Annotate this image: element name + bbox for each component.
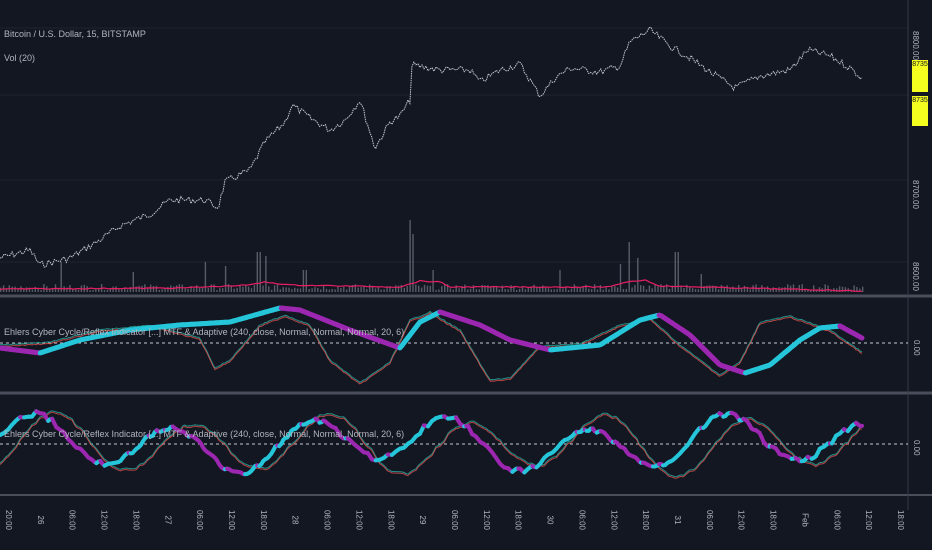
indicator-2-trigger-up xyxy=(0,410,863,478)
indicator-2-trigger-down xyxy=(0,411,863,479)
indicator-1-legend[interactable]: Ehlers Cyber Cycle/Reflex Indicator [...… xyxy=(4,327,405,337)
time-axis-label: 12:00 xyxy=(609,510,618,531)
volume-ma-line xyxy=(0,279,862,292)
price-axis-label-8700: 8700.00 xyxy=(911,180,920,209)
indicator-2-reflex-line xyxy=(0,409,864,477)
time-axis-label: 18:00 xyxy=(259,510,268,531)
time-axis-label: 18:00 xyxy=(514,510,523,531)
time-axis-label: 12:00 xyxy=(737,510,746,531)
price-axis-label-8800: 8800.00 xyxy=(911,31,920,60)
indicator-1-trigger-up xyxy=(0,310,863,384)
time-axis-label: 18:00 xyxy=(131,510,140,531)
last-price-tag: 8735 xyxy=(912,60,928,92)
grid-lines xyxy=(0,27,908,263)
time-axis-label: 18:00 xyxy=(769,510,778,531)
time-axis-label: 12:00 xyxy=(354,510,363,531)
last-price-tag-secondary: 8735 xyxy=(912,96,928,126)
symbol-title[interactable]: Bitcoin / U.S. Dollar, 15, BITSTAMP xyxy=(4,29,146,39)
time-axis-label: 06:00 xyxy=(323,510,332,531)
time-axis-label: 28 xyxy=(291,516,300,525)
time-axis-label: 12:00 xyxy=(864,510,873,531)
indicator-1-zero-label: 0.00 xyxy=(912,340,921,356)
time-axis-label: 12:00 xyxy=(227,510,236,531)
indicator-1-trigger-down xyxy=(0,312,863,385)
volume-legend[interactable]: Vol (20) xyxy=(4,53,36,63)
price-series xyxy=(0,26,863,268)
time-axis-label: Feb xyxy=(800,513,809,527)
time-axis-label: 06:00 xyxy=(195,510,204,531)
time-axis-label: 18:00 xyxy=(641,510,650,531)
time-axis-label: 06:00 xyxy=(68,510,77,531)
indicator-2-legend[interactable]: Ehlers Cyber Cycle/Reflex Indicator [...… xyxy=(4,429,405,439)
time-axis-label: 06:00 xyxy=(577,510,586,531)
time-axis-label: 18:00 xyxy=(896,510,905,531)
time-axis-label: 27 xyxy=(163,516,172,525)
time-axis-label: 18:00 xyxy=(386,510,395,531)
price-axis-label-8600: 8600.00 xyxy=(911,262,920,291)
time-axis-label: 12:00 xyxy=(100,510,109,531)
time-axis-label: 26 xyxy=(36,516,45,525)
indicator-2-zero-label: 0.00 xyxy=(912,440,921,456)
indicator-1-cycle-line xyxy=(0,305,865,376)
time-axis-label: 30 xyxy=(546,516,555,525)
time-axis-label: 29 xyxy=(418,516,427,525)
time-axis-label: 06:00 xyxy=(705,510,714,531)
time-axis[interactable]: 20:00 26 06:00 12:00 18:00 27 06:00 12:00 18:00 2… xyxy=(4,510,905,531)
time-axis-label: 20:00 xyxy=(4,510,13,531)
time-axis-label: 06:00 xyxy=(832,510,841,531)
time-axis-label: 12:00 xyxy=(482,510,491,531)
time-axis-label: 31 xyxy=(673,516,682,525)
time-axis-label: 06:00 xyxy=(450,510,459,531)
volume-bars xyxy=(0,220,864,292)
